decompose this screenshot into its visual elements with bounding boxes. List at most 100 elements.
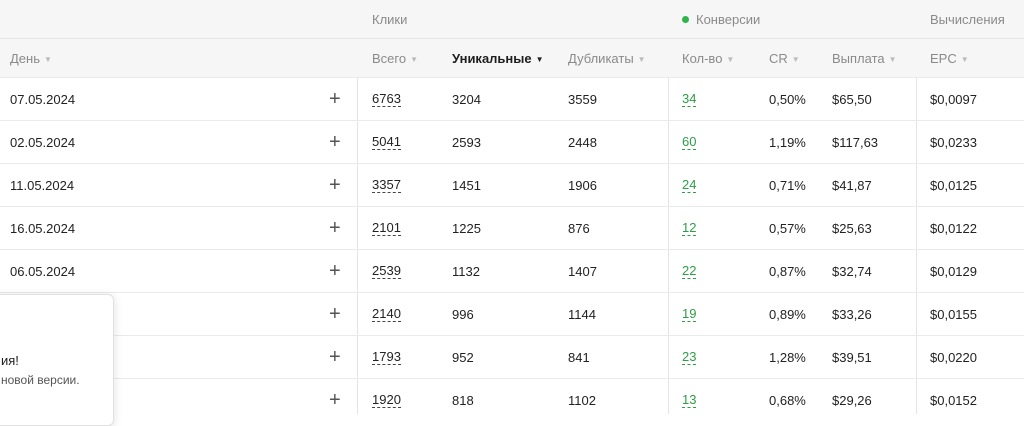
col-header-unique-label: Уникальные bbox=[452, 50, 532, 66]
sort-caret-icon: ▼ bbox=[535, 54, 544, 64]
total-clicks-link[interactable]: 3357 bbox=[372, 177, 401, 193]
col-header-unique[interactable]: Уникальные ▼ bbox=[452, 39, 544, 77]
total-clicks-link[interactable]: 2101 bbox=[372, 220, 401, 236]
payout-cell: $29,26 bbox=[832, 392, 872, 408]
expand-row-button[interactable]: + bbox=[329, 379, 341, 421]
plus-icon: + bbox=[329, 87, 341, 110]
col-header-count-label: Кол-во bbox=[682, 50, 723, 66]
conversions-link[interactable]: 22 bbox=[682, 263, 697, 279]
total-clicks-cell[interactable]: 2140 bbox=[372, 293, 401, 335]
duplicate-clicks-cell: 876 bbox=[568, 220, 590, 236]
total-clicks-link[interactable]: 1793 bbox=[372, 349, 401, 365]
update-notification[interactable]: ия! новой версии. bbox=[0, 294, 114, 426]
group-calc-label: Вычисления bbox=[930, 11, 1005, 27]
cr-cell: 0,87% bbox=[769, 263, 806, 279]
cr-cell: 1,19% bbox=[769, 134, 806, 150]
notification-title: ия! bbox=[1, 353, 19, 368]
notification-text: новой версии. bbox=[1, 373, 80, 387]
col-header-cr-label: CR bbox=[769, 50, 788, 66]
total-clicks-cell[interactable]: 1920 bbox=[372, 379, 401, 421]
expand-row-button[interactable]: + bbox=[329, 336, 341, 378]
total-clicks-cell[interactable]: 3357 bbox=[372, 164, 401, 206]
col-header-day[interactable]: День ▼ bbox=[10, 39, 52, 77]
conversions-link[interactable]: 13 bbox=[682, 392, 697, 408]
date-cell: 16.05.2024 bbox=[10, 220, 76, 236]
conversions-link[interactable]: 34 bbox=[682, 91, 697, 107]
col-header-dupes-label: Дубликаты bbox=[568, 50, 634, 66]
duplicate-clicks-cell: 841 bbox=[568, 349, 590, 365]
payout-cell: $41,87 bbox=[832, 177, 872, 193]
total-clicks-link[interactable]: 5041 bbox=[372, 134, 401, 150]
conversions-cell[interactable]: 34 bbox=[682, 78, 697, 120]
conversions-cell[interactable]: 22 bbox=[682, 250, 697, 292]
total-clicks-cell[interactable]: 6763 bbox=[372, 78, 401, 120]
sort-caret-icon: ▼ bbox=[960, 54, 969, 64]
epc-cell: $0,0220 bbox=[930, 349, 977, 365]
column-divider bbox=[357, 0, 358, 414]
col-header-payout[interactable]: Выплата ▼ bbox=[832, 39, 897, 77]
total-clicks-link[interactable]: 1920 bbox=[372, 392, 401, 408]
expand-row-button[interactable]: + bbox=[329, 121, 341, 163]
unique-clicks-cell: 1225 bbox=[452, 220, 481, 236]
expand-row-button[interactable]: + bbox=[329, 250, 341, 292]
date-cell: 06.05.2024 bbox=[10, 263, 76, 279]
payout-cell: $39,51 bbox=[832, 349, 872, 365]
group-header-row: Клики Конверсии Вычисления bbox=[0, 0, 1024, 38]
total-clicks-link[interactable]: 2140 bbox=[372, 306, 401, 322]
expand-row-button[interactable]: + bbox=[329, 293, 341, 335]
cr-cell: 0,71% bbox=[769, 177, 806, 193]
plus-icon: + bbox=[329, 388, 341, 411]
sort-caret-icon: ▼ bbox=[726, 54, 735, 64]
conversions-cell[interactable]: 19 bbox=[682, 293, 697, 335]
date-cell: 07.05.2024 bbox=[10, 91, 76, 107]
plus-icon: + bbox=[329, 216, 341, 239]
epc-cell: $0,0129 bbox=[930, 263, 977, 279]
conversions-link[interactable]: 23 bbox=[682, 349, 697, 365]
col-header-epc[interactable]: EPC ▼ bbox=[930, 39, 969, 77]
col-header-total[interactable]: Всего ▼ bbox=[372, 39, 418, 77]
col-header-cr[interactable]: CR ▼ bbox=[769, 39, 800, 77]
expand-row-button[interactable]: + bbox=[329, 207, 341, 249]
sort-caret-icon: ▼ bbox=[791, 54, 800, 64]
unique-clicks-cell: 996 bbox=[452, 306, 474, 322]
plus-icon: + bbox=[329, 130, 341, 153]
col-header-count[interactable]: Кол-во ▼ bbox=[682, 39, 734, 77]
total-clicks-link[interactable]: 6763 bbox=[372, 91, 401, 107]
group-conversions-label: Конверсии bbox=[696, 11, 761, 27]
column-divider bbox=[668, 0, 669, 414]
expand-row-button[interactable]: + bbox=[329, 78, 341, 120]
column-divider bbox=[916, 0, 917, 414]
table-row: 07.05.2024 + 6763 3204 3559 34 0,50% $65… bbox=[0, 77, 1024, 120]
conversions-cell[interactable]: 12 bbox=[682, 207, 697, 249]
table-row: + 2140 996 1144 19 0,89% $33,26 $0,0155 bbox=[0, 292, 1024, 335]
total-clicks-cell[interactable]: 1793 bbox=[372, 336, 401, 378]
epc-cell: $0,0122 bbox=[930, 220, 977, 236]
total-clicks-cell[interactable]: 5041 bbox=[372, 121, 401, 163]
sort-caret-icon: ▼ bbox=[44, 54, 52, 64]
unique-clicks-cell: 1451 bbox=[452, 177, 481, 193]
conversions-link[interactable]: 24 bbox=[682, 177, 697, 193]
col-header-dupes[interactable]: Дубликаты ▼ bbox=[568, 39, 646, 77]
payout-cell: $33,26 bbox=[832, 306, 872, 322]
duplicate-clicks-cell: 1906 bbox=[568, 177, 597, 193]
total-clicks-link[interactable]: 2539 bbox=[372, 263, 401, 279]
total-clicks-cell[interactable]: 2539 bbox=[372, 250, 401, 292]
conversions-cell[interactable]: 60 bbox=[682, 121, 697, 163]
unique-clicks-cell: 1132 bbox=[452, 263, 480, 279]
conversions-link[interactable]: 12 bbox=[682, 220, 697, 236]
conversions-link[interactable]: 19 bbox=[682, 306, 697, 322]
table-row: 16.05.2024 + 2101 1225 876 12 0,57% $25,… bbox=[0, 206, 1024, 249]
total-clicks-cell[interactable]: 2101 bbox=[372, 207, 401, 249]
plus-icon: + bbox=[329, 345, 341, 368]
conversions-cell[interactable]: 13 bbox=[682, 379, 697, 421]
conversions-link[interactable]: 60 bbox=[682, 134, 697, 150]
conversions-cell[interactable]: 23 bbox=[682, 336, 697, 378]
expand-row-button[interactable]: + bbox=[329, 164, 341, 206]
table-row: 02.05.2024 + 5041 2593 2448 60 1,19% $11… bbox=[0, 120, 1024, 163]
table-row: + 1920 818 1102 13 0,68% $29,26 $0,0152 bbox=[0, 378, 1024, 421]
column-header-row: День ▼ Всего ▼ Уникальные ▼ Дубликаты ▼ Кол-… bbox=[0, 38, 1024, 77]
conversions-cell[interactable]: 24 bbox=[682, 164, 697, 206]
epc-cell: $0,0097 bbox=[930, 91, 977, 107]
group-conversions: Конверсии bbox=[682, 0, 760, 38]
unique-clicks-cell: 952 bbox=[452, 349, 474, 365]
